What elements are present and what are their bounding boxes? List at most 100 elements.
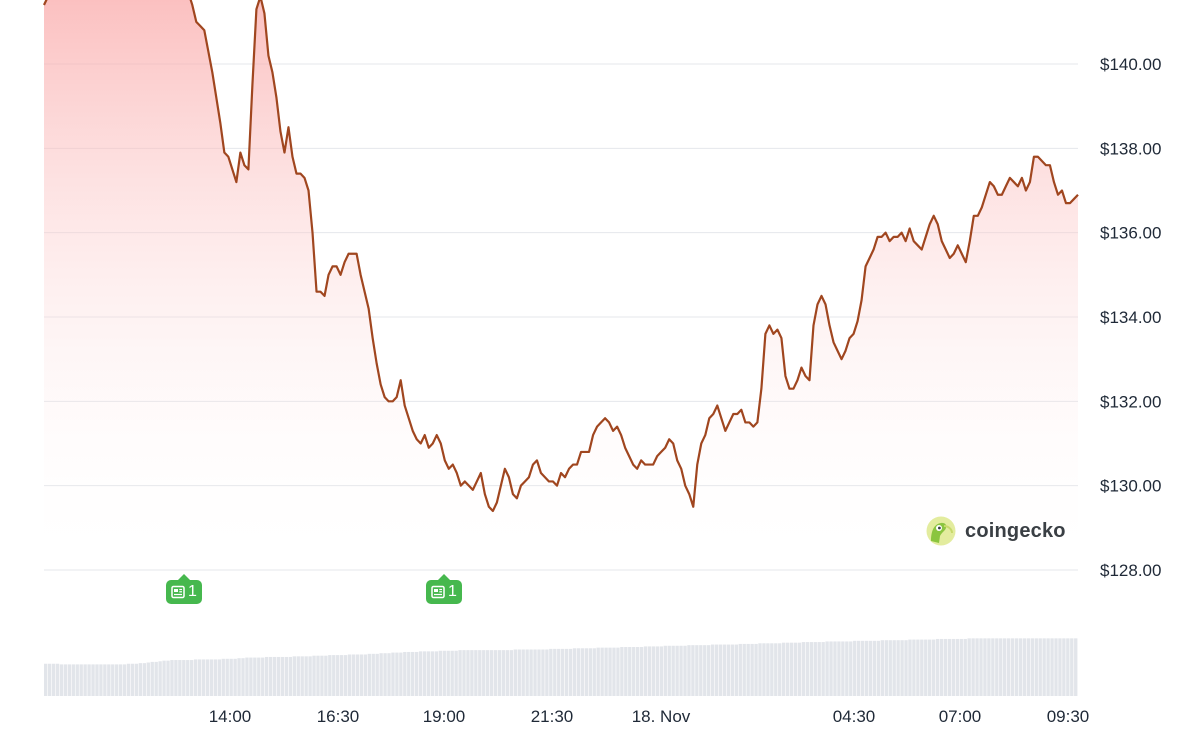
volume-bar bbox=[734, 644, 738, 696]
volume-bar bbox=[217, 659, 221, 696]
volume-bar bbox=[229, 658, 233, 696]
volume-bar bbox=[647, 646, 652, 696]
volume-bar bbox=[943, 638, 948, 696]
volume-bar bbox=[474, 650, 478, 696]
volume-bar bbox=[517, 649, 521, 696]
volume-bar bbox=[782, 642, 786, 696]
volume-bar bbox=[312, 655, 316, 696]
volume-bar bbox=[805, 642, 810, 696]
volume-bar bbox=[170, 660, 174, 696]
volume-bar bbox=[793, 642, 798, 696]
volume-bar bbox=[730, 644, 735, 696]
volume-bar bbox=[924, 639, 928, 696]
volume-bar bbox=[655, 646, 660, 696]
volume-bar bbox=[939, 638, 944, 696]
volume-bar bbox=[931, 639, 936, 696]
volume-bar bbox=[347, 654, 352, 696]
volume-bar bbox=[324, 655, 328, 696]
coingecko-watermark: coingecko bbox=[926, 516, 1066, 546]
volume-bar bbox=[91, 664, 95, 696]
volume-bar bbox=[339, 655, 344, 696]
volume-bar bbox=[1010, 638, 1015, 696]
volume-bar bbox=[407, 651, 411, 696]
volume-bar bbox=[95, 664, 99, 696]
volume-bar bbox=[979, 638, 983, 696]
volume-bar bbox=[265, 656, 269, 696]
volume-bar bbox=[707, 645, 711, 696]
volume-bar bbox=[442, 650, 446, 696]
x-tick-label: 19:00 bbox=[423, 707, 466, 726]
volume-bar bbox=[367, 653, 371, 696]
volume-bar bbox=[671, 645, 675, 696]
y-tick-label: $138.00 bbox=[1100, 139, 1161, 158]
news-marker-1[interactable]: 1 bbox=[166, 574, 202, 604]
volume-bar bbox=[186, 660, 190, 696]
volume-bar bbox=[612, 647, 616, 696]
volume-bar bbox=[470, 650, 474, 696]
volume-bar bbox=[87, 664, 91, 696]
volume-bar bbox=[59, 664, 64, 696]
volume-bar bbox=[1050, 638, 1054, 696]
volume-bar bbox=[83, 664, 87, 696]
volume-bar bbox=[624, 647, 628, 696]
volume-bar bbox=[430, 651, 435, 696]
volume-bar bbox=[383, 653, 387, 696]
volume-bar bbox=[628, 647, 632, 696]
volume-bar bbox=[635, 647, 640, 696]
news-marker-2[interactable]: 1 bbox=[426, 574, 462, 604]
volume-bar bbox=[632, 647, 636, 696]
volume-bar bbox=[904, 640, 908, 696]
volume-bar bbox=[710, 644, 715, 696]
volume-bar bbox=[462, 650, 466, 696]
volume-bar bbox=[174, 660, 178, 696]
volume-bar bbox=[418, 651, 423, 696]
volume-bar bbox=[853, 640, 857, 696]
volume-bar bbox=[604, 647, 608, 696]
volume-bar bbox=[742, 643, 746, 696]
volume-bar bbox=[450, 650, 454, 696]
volume-bar bbox=[576, 648, 581, 696]
volume-bar bbox=[375, 653, 379, 696]
volume-bar bbox=[446, 650, 450, 696]
volume-bar bbox=[300, 656, 304, 696]
volume-bar bbox=[754, 643, 758, 696]
volume-bar bbox=[359, 654, 364, 696]
volume-bar bbox=[991, 638, 995, 696]
volume-bar bbox=[789, 642, 794, 696]
volume-bar bbox=[343, 655, 348, 696]
volume-bar bbox=[284, 656, 289, 696]
volume-bar bbox=[718, 644, 723, 696]
volume-bar bbox=[620, 647, 624, 696]
volume-bar bbox=[856, 640, 861, 696]
volume-bar bbox=[1074, 638, 1078, 696]
volume-bar bbox=[1022, 638, 1027, 696]
volume-bar bbox=[363, 654, 368, 696]
volume-bar bbox=[967, 638, 971, 696]
volume-bar bbox=[509, 650, 514, 696]
volume-bar bbox=[845, 641, 849, 696]
volume-bar bbox=[592, 648, 596, 696]
volume-bar bbox=[935, 638, 940, 696]
volume-bar bbox=[276, 656, 281, 696]
volume-bar bbox=[115, 664, 119, 696]
volume-bar bbox=[296, 656, 300, 696]
volume-bar bbox=[478, 650, 482, 696]
volume-bar bbox=[371, 653, 375, 696]
volume-bar bbox=[561, 648, 565, 696]
volume-bar bbox=[1058, 638, 1062, 696]
y-tick-label: $140.00 bbox=[1100, 55, 1161, 74]
volume-bar bbox=[651, 646, 656, 696]
volume-bar bbox=[1070, 638, 1074, 696]
volume-bar bbox=[529, 649, 533, 696]
volume-bar bbox=[458, 650, 462, 696]
volume-bar bbox=[501, 650, 506, 696]
volume-bar bbox=[947, 638, 952, 696]
volume-bar bbox=[422, 651, 427, 696]
x-axis-tick-labels: 14:00 16:30 19:00 21:30 18. Nov 04:30 07:00 09:… bbox=[209, 707, 1090, 726]
volume-bar bbox=[166, 660, 170, 696]
volume-bar bbox=[308, 656, 312, 696]
volume-bar bbox=[785, 642, 790, 696]
news-marker-count: 1 bbox=[448, 583, 457, 600]
volume-bar bbox=[596, 647, 600, 696]
